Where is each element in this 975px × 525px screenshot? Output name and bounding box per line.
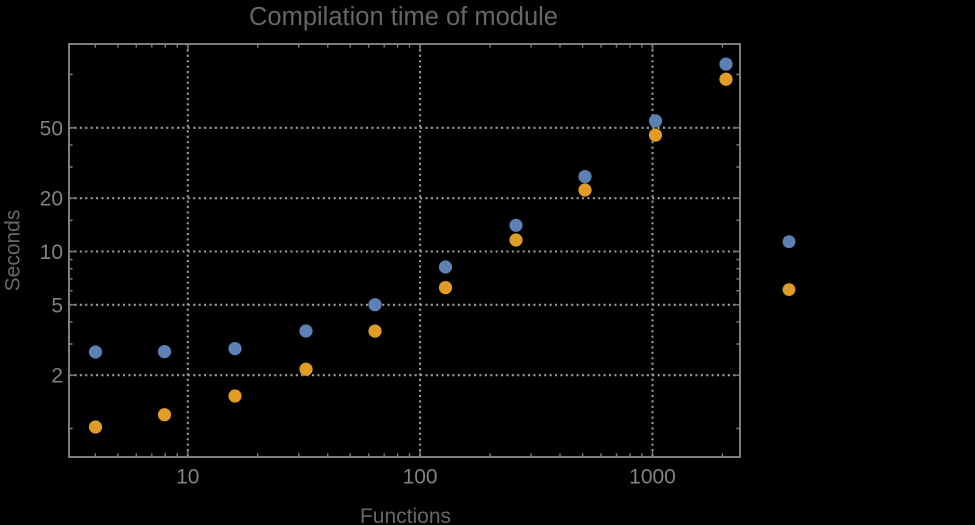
svg-text:1000: 1000 <box>629 465 676 488</box>
svg-text:Functions: Functions <box>360 505 451 525</box>
svg-text:10: 10 <box>40 241 63 264</box>
svg-text:10: 10 <box>176 465 199 488</box>
svg-text:50: 50 <box>40 117 63 140</box>
svg-text:Compilation time of module: Compilation time of module <box>249 3 558 31</box>
svg-text:Seconds: Seconds <box>2 210 25 292</box>
svg-text:100: 100 <box>403 465 438 488</box>
svg-text:20: 20 <box>40 188 63 211</box>
svg-text:2: 2 <box>51 365 63 388</box>
svg-text:5: 5 <box>51 294 63 317</box>
